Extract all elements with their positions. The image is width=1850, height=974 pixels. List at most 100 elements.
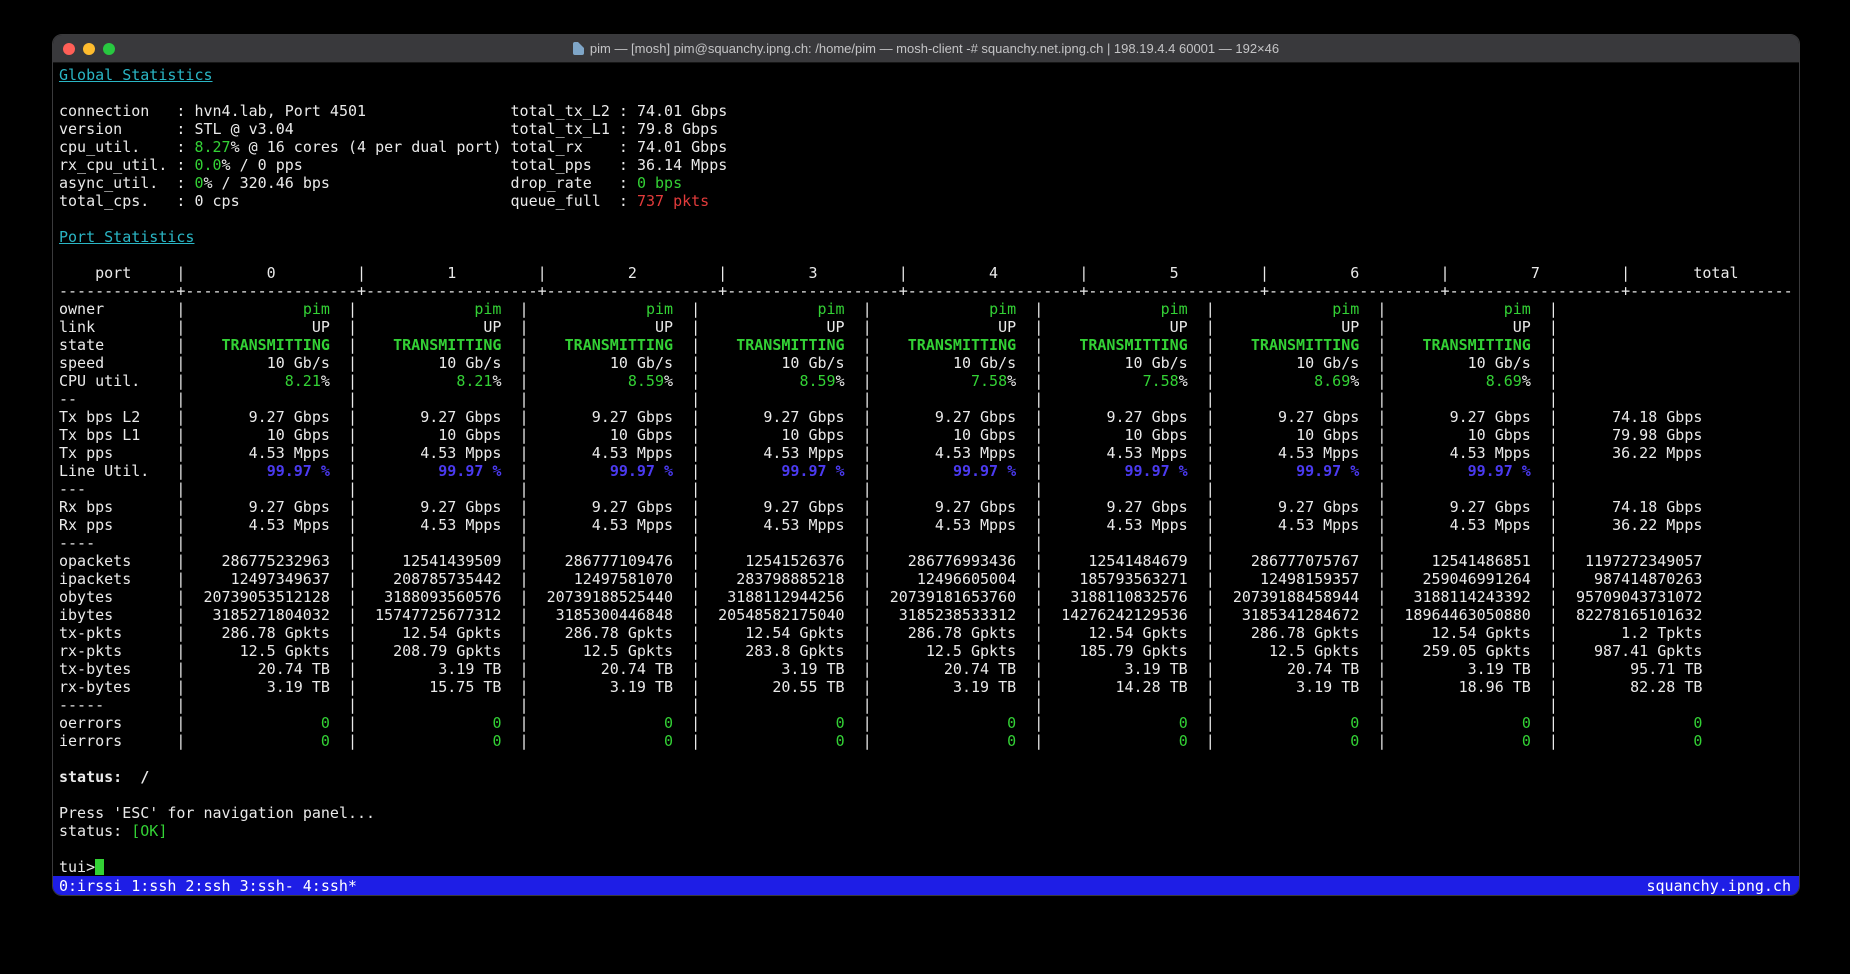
column-divider: |	[176, 714, 186, 732]
table-cell: 9.27 Gbps	[420, 408, 502, 426]
column-divider: |	[1548, 480, 1558, 498]
stat-line-left: rx_cpu_util.: 0.0% / 0 pps	[59, 156, 511, 174]
table-cell: 8.21%	[194, 372, 338, 390]
separator-dashes: ------------	[59, 282, 168, 300]
column-divider: |	[176, 588, 186, 606]
table-cell: 0	[492, 714, 502, 732]
column-divider: |	[1034, 462, 1044, 480]
stat-value-part: % / 320.46 bps	[203, 174, 330, 192]
column-divider: |	[1034, 318, 1044, 336]
column-divider: |	[1205, 390, 1215, 408]
table-cell: pim	[1503, 300, 1531, 318]
table-cell: 99.97 %	[952, 462, 1017, 480]
table-cell	[366, 480, 510, 498]
column-divider: |	[1548, 462, 1558, 480]
table-cell: 20.74 TB	[257, 660, 330, 678]
column-divider: |	[691, 606, 701, 624]
column-divider: |	[862, 318, 872, 336]
row-label: obytes	[59, 588, 114, 606]
stat-label: async_util.	[59, 174, 159, 192]
column-divider: |	[1205, 408, 1215, 426]
table-cell: 3.19 TB	[1296, 678, 1360, 696]
table-row: rx-bytes | 3.19 TB | 15.75 TB | 3.19 TB | 20.55 …	[59, 678, 1793, 696]
stat-value-part: % @ 16 cores (4 per dual port)	[230, 138, 502, 156]
table-cell	[1052, 696, 1196, 714]
column-divider: |	[1548, 606, 1558, 624]
zoom-button[interactable]	[103, 43, 115, 55]
row-label: Rx pps	[59, 516, 114, 534]
stat-label: rx_cpu_util.	[59, 156, 168, 174]
table-cell	[194, 480, 338, 498]
column-divider: |	[1034, 426, 1044, 444]
table-cell	[1224, 390, 1368, 408]
stat-line-right: total_tx_L1: 79.8 Gbps	[511, 120, 719, 138]
table-cell	[1567, 696, 1711, 714]
column-divider: |	[1377, 624, 1387, 642]
table-cell: 20739188525440	[546, 588, 674, 606]
column-divider: |	[1548, 660, 1558, 678]
stat-label: version	[59, 120, 123, 138]
percent-sign: %	[664, 372, 674, 390]
column-divider: |	[691, 408, 701, 426]
table-cell: 9.27 Gbps	[591, 408, 674, 426]
tmux-window-item[interactable]: 0:irssi	[59, 876, 123, 895]
column-divider: |	[347, 318, 357, 336]
column-divider: |	[176, 336, 186, 354]
table-cell	[709, 480, 853, 498]
table-cell: 3188112944256	[727, 588, 845, 606]
column-divider: |	[1205, 516, 1215, 534]
table-cell: TRANSMITTING	[564, 336, 674, 354]
table-cell	[538, 534, 682, 552]
column-divider: |	[1377, 354, 1387, 372]
tui-prompt-line[interactable]: tui>	[59, 858, 1793, 876]
column-divider: |	[347, 480, 357, 498]
column-divider: |	[347, 606, 357, 624]
table-row: tx-pkts | 286.78 Gpkts | 12.54 Gpkts | 286.78 …	[59, 624, 1793, 642]
column-divider: |	[1548, 642, 1558, 660]
cpu-util-value: 8.69	[1485, 372, 1522, 390]
table-cell: UP	[1512, 318, 1531, 336]
tmux-window-item[interactable]: 2:ssh	[185, 876, 231, 895]
column-divider: |	[519, 552, 529, 570]
tmux-window-item[interactable]: 3:ssh-	[239, 876, 294, 895]
column-divider: |	[1034, 300, 1044, 318]
minimize-button[interactable]	[83, 43, 95, 55]
column-divider: |	[1205, 696, 1215, 714]
spinner-glyph: /	[140, 768, 150, 786]
row-label: rx-bytes	[59, 678, 132, 696]
table-cell: 36.22 Mpps	[1612, 516, 1703, 534]
column-divider: |	[519, 318, 529, 336]
tmux-window-item[interactable]: 4:ssh*	[302, 876, 357, 895]
column-divider: |	[1205, 552, 1215, 570]
column-divider: |	[176, 624, 186, 642]
column-header: 2	[627, 264, 637, 282]
column-divider: |	[862, 498, 872, 516]
tmux-window-item[interactable]: 1:ssh	[131, 876, 177, 895]
column-divider: |	[1548, 588, 1558, 606]
table-row: state | TRANSMITTING | TRANSMITTING | TRANSMIT…	[59, 336, 1793, 354]
column-divider: |	[1034, 696, 1044, 714]
table-cell: 12.5 Gpkts	[582, 642, 674, 660]
table-cell: 0	[664, 732, 674, 750]
table-cell: 3185341284672	[1241, 606, 1360, 624]
table-cell: 74.18 Gbps	[1612, 498, 1703, 516]
table-cell: 15.75 TB	[429, 678, 502, 696]
column-divider: |	[519, 642, 529, 660]
column-divider: |	[1205, 300, 1215, 318]
row-label: ierrors	[59, 732, 123, 750]
column-divider: |	[1205, 606, 1215, 624]
column-divider: |	[1205, 444, 1215, 462]
stat-value-part: 737 pkts	[636, 192, 710, 210]
column-divider: |	[1034, 570, 1044, 588]
column-divider: |	[347, 570, 357, 588]
column-divider: |	[1621, 264, 1631, 282]
table-cell: 283798885218	[736, 570, 845, 588]
table-cell: 20.74 TB	[943, 660, 1017, 678]
table-cell: 0	[1350, 714, 1360, 732]
close-button[interactable]	[63, 43, 75, 55]
column-divider: |	[1034, 372, 1044, 390]
column-divider: |	[862, 552, 872, 570]
table-cell	[1395, 390, 1539, 408]
table-cell	[881, 480, 1025, 498]
cpu-util-value: 7.58	[971, 372, 1008, 390]
